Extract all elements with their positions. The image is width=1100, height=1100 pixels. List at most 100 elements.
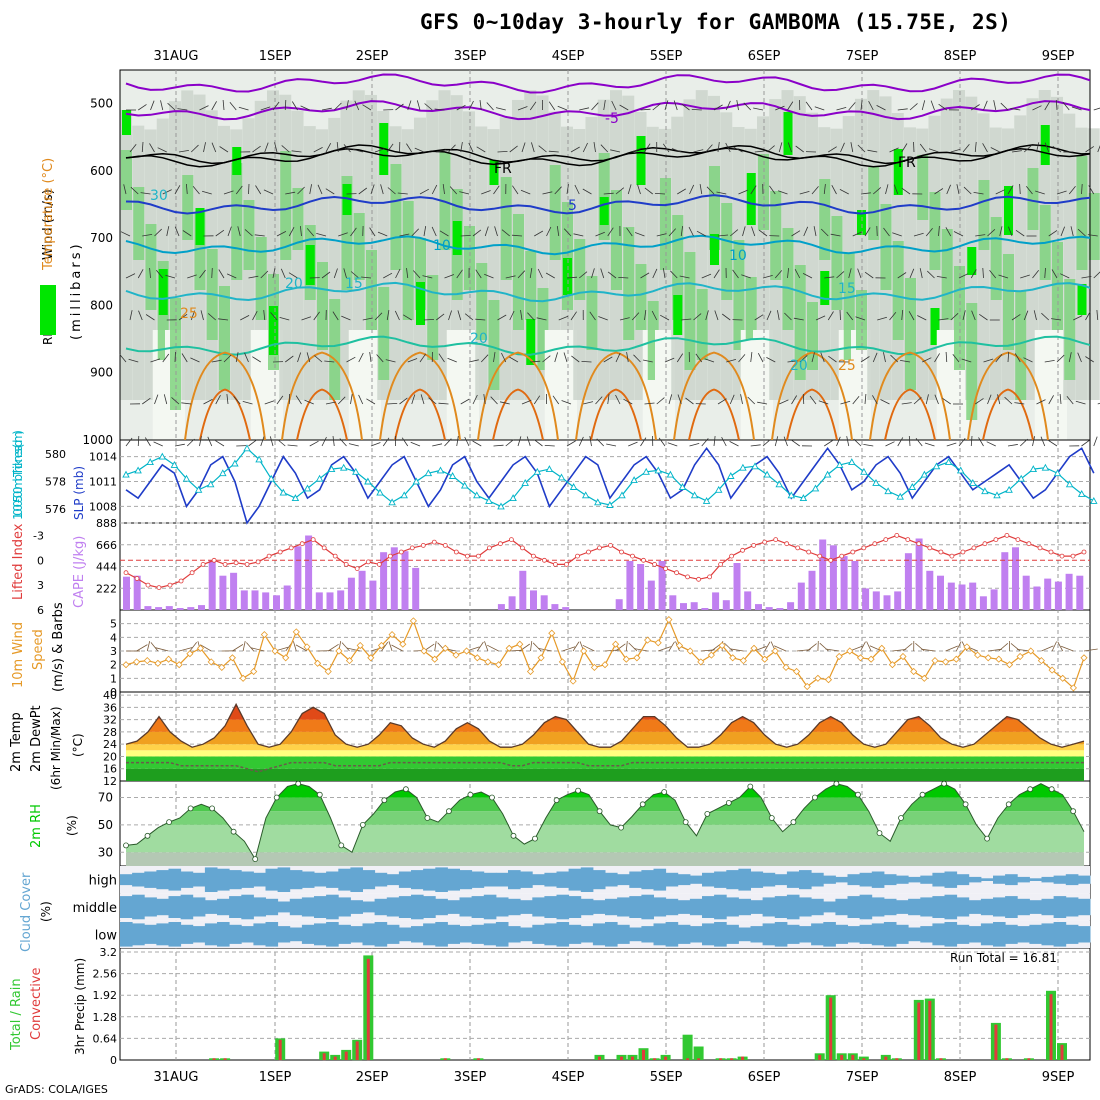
wind-barb: [509, 145, 518, 153]
wind-barb: [181, 402, 192, 405]
rh-mid-patch: [684, 252, 696, 370]
wind-barb-10m: [530, 640, 533, 652]
thickness-point: [727, 472, 735, 479]
wind-barb: [436, 313, 445, 321]
lifted-index-point: [266, 553, 272, 559]
cloud-cell: [204, 900, 218, 914]
rh-point: [123, 842, 129, 849]
wind-barb: [141, 141, 144, 153]
wind-barb: [420, 394, 425, 405]
cloud-cell: [1077, 875, 1091, 884]
wind-barb: [1023, 310, 1029, 321]
wind-barb: [962, 310, 966, 321]
wind-barb: [149, 267, 151, 279]
rh-high-patch: [710, 234, 719, 265]
rh-band: [126, 852, 1084, 866]
wind-barb: [346, 356, 356, 363]
wind-barb: [868, 101, 874, 111]
lifted-index-point: [520, 545, 525, 551]
rh-high-patch: [930, 308, 940, 345]
wind-barb: [889, 312, 897, 321]
cloud-cell: [338, 924, 351, 944]
wind-barb: [182, 230, 192, 237]
lifted-index-point: [762, 539, 768, 545]
wind-barb: [215, 229, 225, 237]
wind-barb: [823, 184, 826, 195]
wind-barb: [1096, 309, 1099, 321]
precip-convective-bar: [1005, 1058, 1009, 1060]
wind-barb: [1023, 145, 1032, 153]
thickness-point: [436, 466, 445, 474]
wind-barb-10m: [232, 644, 244, 652]
precip-convective-bar: [818, 1054, 822, 1060]
wind-barb-10m: [806, 643, 817, 652]
cloud-cell: [714, 894, 727, 920]
wind-barb: [140, 192, 151, 195]
lifted-index-point: [387, 553, 393, 559]
cape-bar: [615, 599, 623, 610]
wind-barb: [511, 234, 523, 237]
li-tick: 6: [37, 604, 44, 617]
temp-tick: 20: [103, 750, 117, 763]
wind-barb: [846, 311, 854, 321]
rh-point: [833, 780, 840, 787]
wind-barb: [137, 435, 140, 447]
rh-point: [725, 800, 732, 806]
cape-bar: [808, 570, 816, 610]
precip-tick: 0: [110, 1054, 117, 1067]
wind-barb: [338, 232, 348, 237]
lifted-index-point: [156, 585, 162, 590]
rh-high-patch: [269, 306, 278, 355]
wind-barb: [1041, 312, 1050, 321]
temp-label-group: 2m Temp: [9, 712, 24, 772]
wind-barb: [987, 229, 996, 237]
cape-bar: [1001, 552, 1009, 610]
wind-barb: [787, 101, 794, 111]
lifted-index-point: [321, 545, 327, 551]
wind-barb: [974, 141, 977, 153]
cape-bar: [123, 576, 130, 610]
cloud-cell: [908, 927, 921, 942]
lifted-index-point: [795, 545, 801, 551]
contour-label: 30: [150, 188, 168, 204]
cloud-cell: [265, 922, 279, 947]
wind-barb: [399, 397, 408, 405]
wind-barb: [993, 100, 997, 111]
temp-band: [126, 719, 1084, 732]
cape-bar: [1044, 578, 1052, 610]
lifted-index-point: [277, 549, 283, 555]
rh-mid-patch: [782, 228, 794, 330]
wind-barb: [668, 394, 673, 405]
precip-convective-bar: [1049, 994, 1053, 1060]
cloud-cell: [362, 901, 376, 913]
precip-convective-bar: [598, 1056, 601, 1060]
dry-column: [557, 330, 577, 440]
wind-barb: [693, 313, 702, 321]
cloud-cell: [968, 926, 982, 943]
cape-bar: [273, 595, 280, 610]
wind-barb-10m: [773, 645, 787, 652]
wind-barb-10m: [1060, 645, 1074, 652]
wind-speed-point: [516, 640, 524, 648]
wind-barb: [295, 395, 302, 405]
wind-barb: [846, 436, 850, 447]
rh-mid-patch: [929, 192, 941, 270]
temp-axis-label: 2m Temp: [9, 712, 24, 772]
cape-bar: [530, 590, 537, 610]
li-tick: -3: [33, 529, 44, 542]
wind-barb: [501, 352, 507, 363]
cloud-cell: [1041, 923, 1055, 946]
cloud-cell: [956, 897, 970, 917]
rh-mid-patch: [794, 265, 806, 380]
wind-barb: [713, 104, 723, 111]
wind-barb: [297, 352, 302, 363]
precip-convective-bar: [1060, 1044, 1064, 1060]
cloud-cell: [605, 922, 618, 947]
rh-label-group: (%): [65, 815, 79, 836]
lifted-index-point: [431, 539, 437, 545]
cloud-cell: [738, 868, 751, 891]
wind-barb: [181, 353, 188, 363]
wind-barb: [853, 438, 862, 447]
wind-barb: [479, 100, 482, 111]
thickness-point: [969, 478, 977, 486]
